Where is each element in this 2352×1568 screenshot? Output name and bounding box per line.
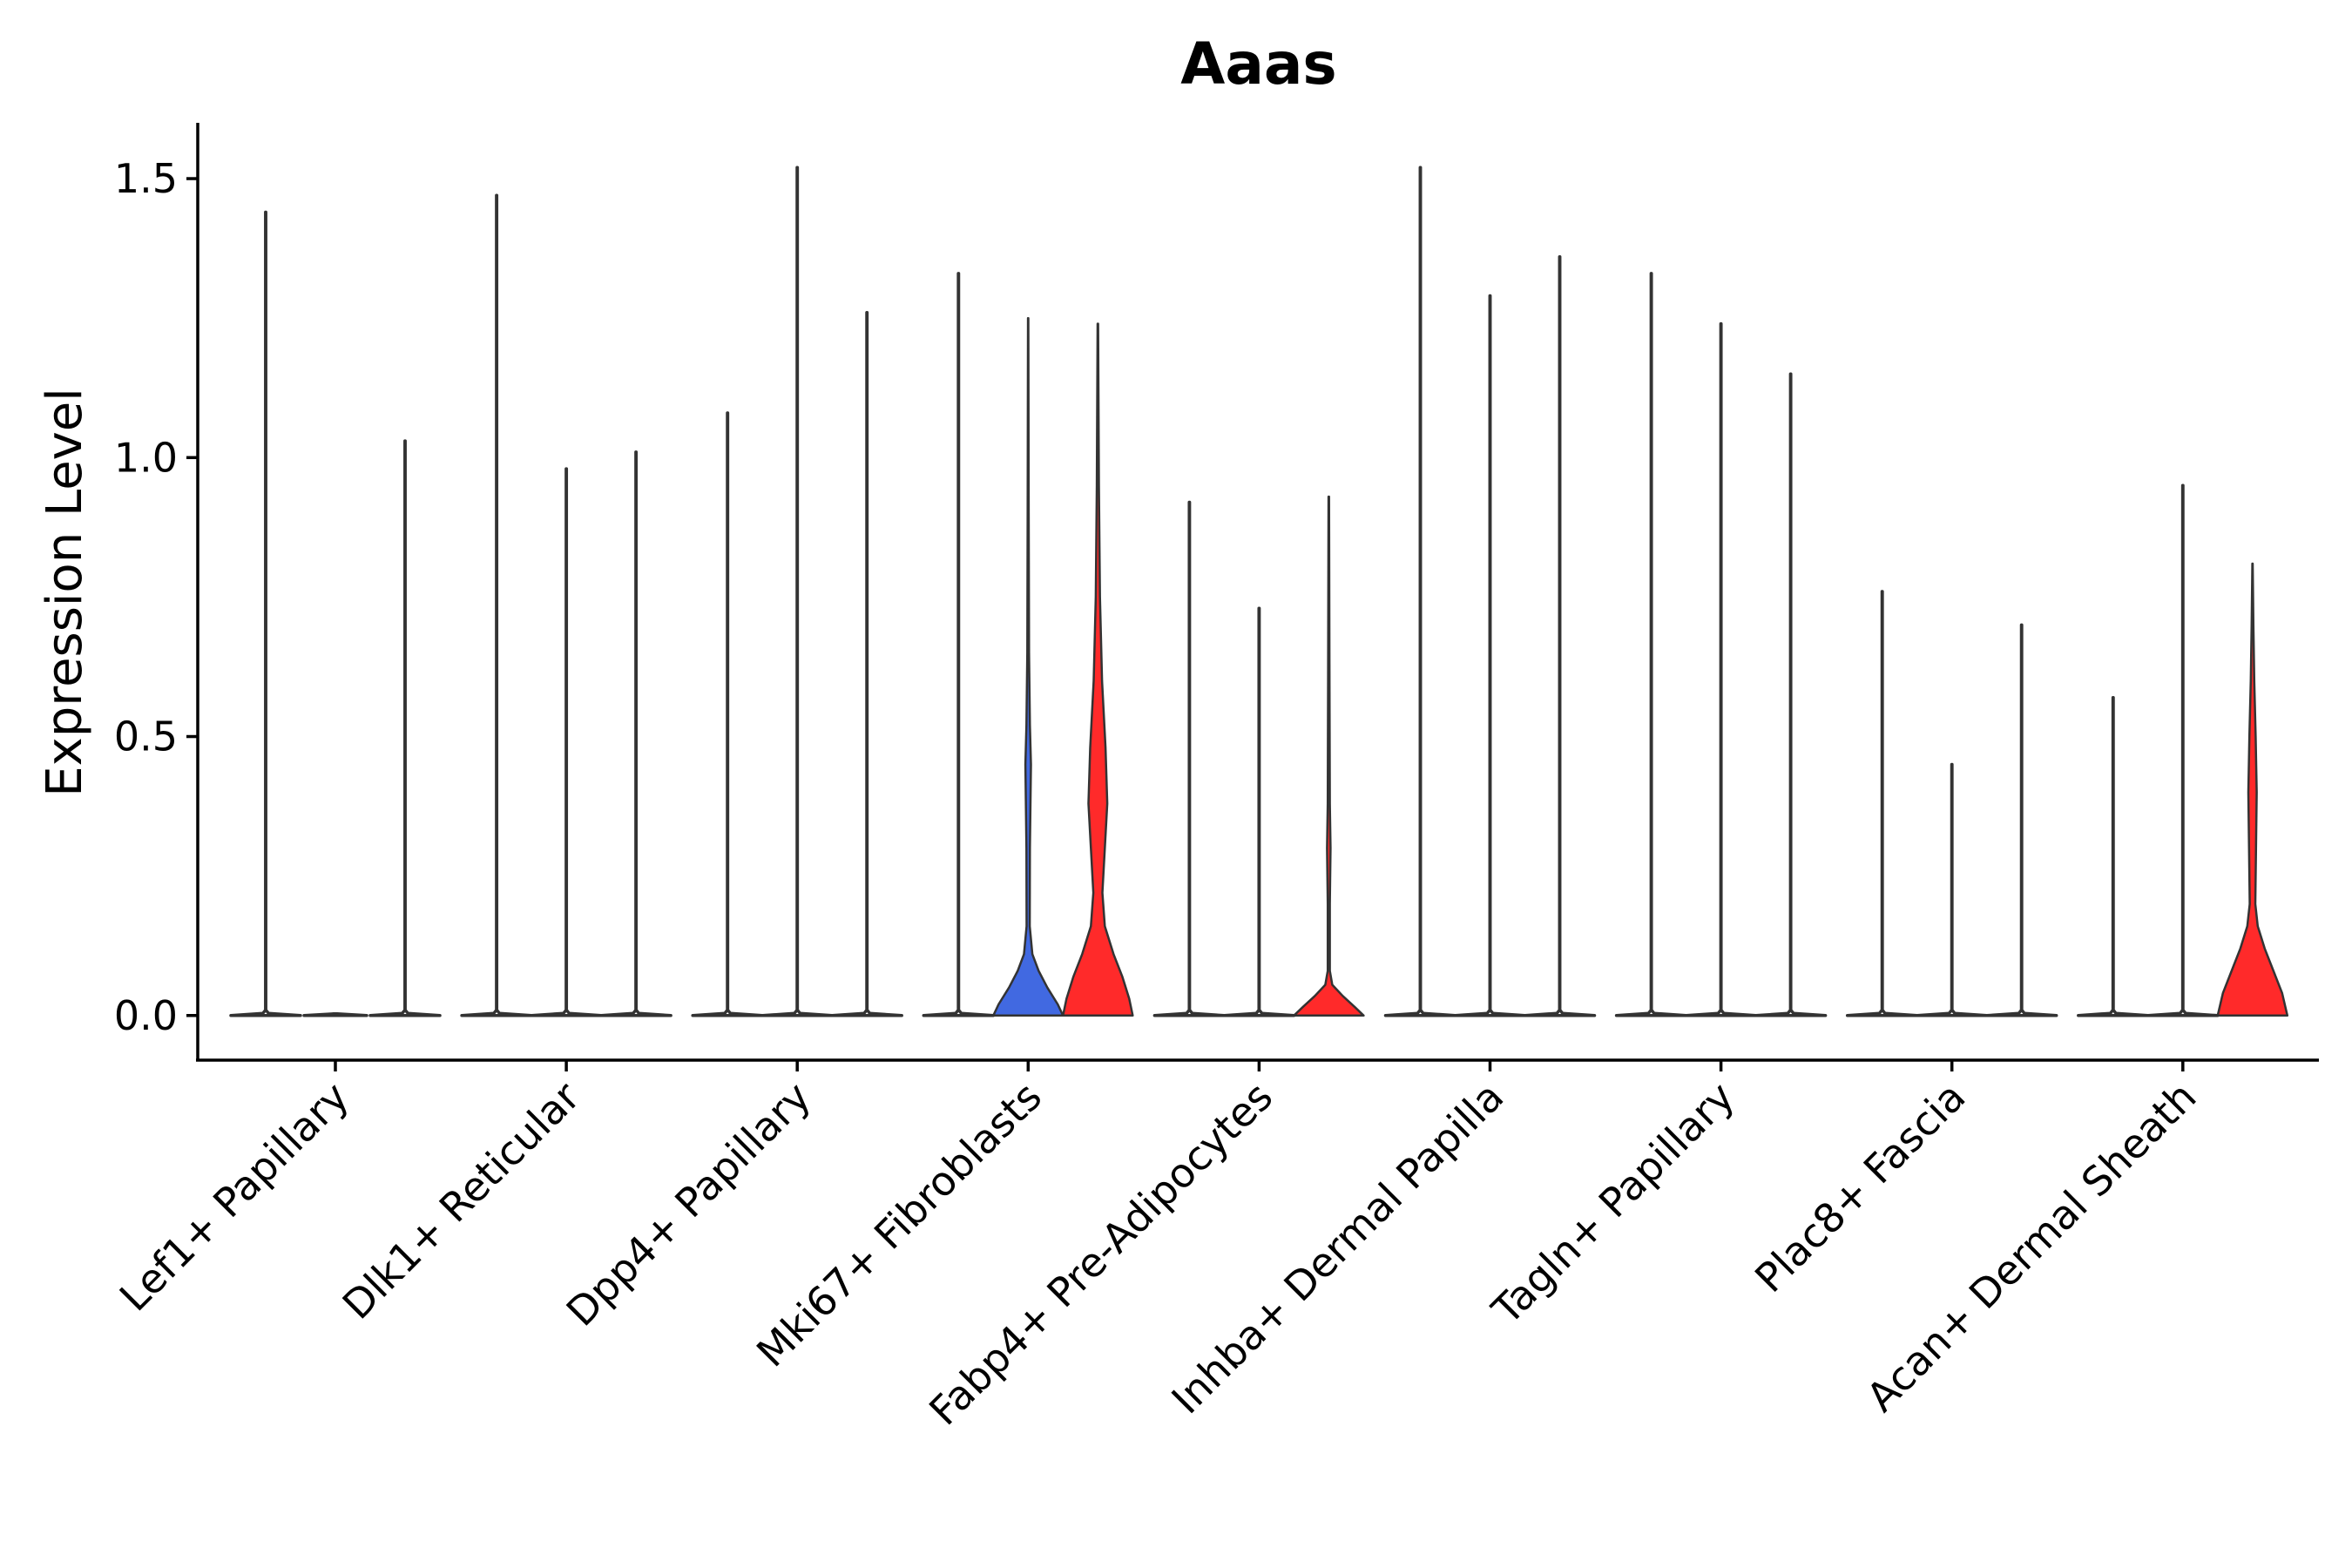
y-tick-label: 0.5 xyxy=(114,713,178,760)
violin-2-2 xyxy=(530,467,603,1017)
violin-6-3 xyxy=(1523,254,1597,1017)
violin-4-1 xyxy=(922,272,996,1017)
y-tick-label: 0.0 xyxy=(114,992,178,1039)
violin-7-2 xyxy=(1684,321,1758,1017)
violin-5-3 xyxy=(1293,495,1365,1017)
y-tick-label: 1.5 xyxy=(114,155,178,202)
violin-3-1 xyxy=(691,411,764,1017)
violin-1-1 xyxy=(229,210,302,1017)
x-tick-label: Dpp4+ Papillary xyxy=(558,1073,820,1335)
violin-1-2 xyxy=(302,1012,368,1017)
x-tick-label: Lef1+ Papillary xyxy=(111,1073,358,1321)
x-tick-label: Tagln+ Papillary xyxy=(1483,1073,1744,1335)
violin-9-2 xyxy=(2146,483,2220,1017)
x-tick-label: Plac8+ Fascia xyxy=(1746,1073,1974,1301)
violin-9-3 xyxy=(2216,562,2289,1017)
violin-5-1 xyxy=(1152,500,1227,1017)
violin-8-3 xyxy=(1984,623,2058,1017)
violin-2-1 xyxy=(460,193,533,1017)
violin-3-3 xyxy=(830,311,903,1017)
x-tick-label: Dlk1+ Reticular xyxy=(334,1073,589,1328)
violin-7-3 xyxy=(1754,372,1828,1017)
violin-3-2 xyxy=(760,166,834,1017)
violin-5-2 xyxy=(1222,606,1296,1017)
chart-title: Aaas xyxy=(1180,30,1336,98)
violin-1-3 xyxy=(368,439,442,1017)
violin-9-1 xyxy=(2077,695,2150,1017)
y-tick-label: 1.0 xyxy=(114,434,178,481)
violin-8-2 xyxy=(1915,762,1989,1017)
y-axis-ticks: 0.0 0.5 1.0 1.5 xyxy=(114,155,198,1039)
violin-4-3 xyxy=(1062,322,1134,1017)
violin-7-1 xyxy=(1614,272,1688,1017)
violin-6-2 xyxy=(1453,294,1527,1017)
violin-6-1 xyxy=(1383,166,1457,1017)
y-axis-title: Expression Level xyxy=(37,388,93,797)
violin-4-2 xyxy=(992,316,1064,1017)
violin-8-1 xyxy=(1845,590,1919,1017)
plot-area xyxy=(229,166,2289,1017)
violin-2-3 xyxy=(599,450,672,1017)
